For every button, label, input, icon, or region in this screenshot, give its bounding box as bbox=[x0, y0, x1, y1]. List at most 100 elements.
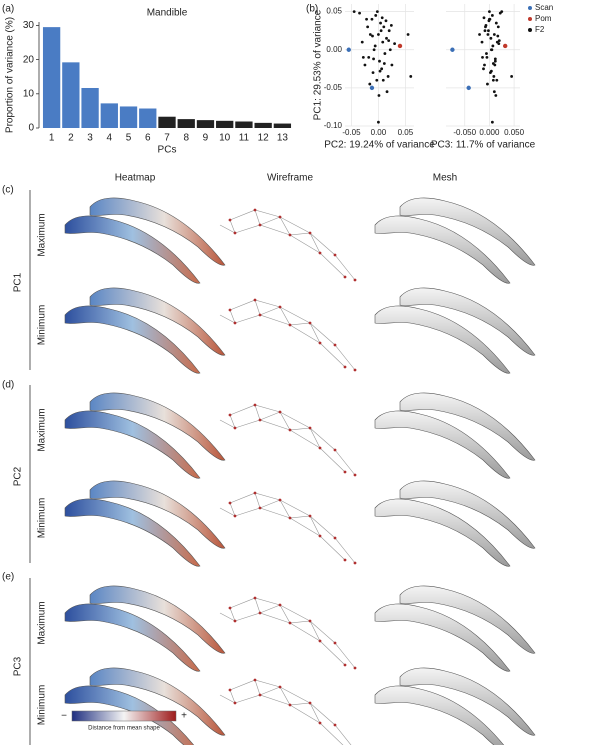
mesh-image bbox=[375, 393, 535, 478]
point bbox=[478, 33, 481, 36]
mesh-image bbox=[375, 288, 535, 373]
point bbox=[500, 10, 504, 14]
x-tick-label: 0.05 bbox=[398, 128, 414, 137]
wireframe-image bbox=[219, 208, 357, 282]
wireframe-image bbox=[219, 491, 357, 565]
point bbox=[487, 29, 490, 33]
mesh-image bbox=[375, 668, 535, 745]
x-tick-label: 9 bbox=[203, 133, 209, 144]
panel-label: (c) bbox=[2, 185, 14, 196]
point bbox=[346, 47, 351, 52]
point bbox=[491, 44, 495, 48]
point bbox=[497, 39, 501, 42]
column-header: Wireframe bbox=[267, 173, 314, 184]
color-bar-label: Distance from mean shape bbox=[88, 726, 160, 732]
point bbox=[373, 44, 377, 48]
point bbox=[406, 33, 410, 36]
point bbox=[483, 29, 487, 33]
point bbox=[482, 16, 486, 20]
pc-label: PC1 bbox=[13, 272, 24, 292]
legend-marker bbox=[528, 6, 532, 10]
point bbox=[372, 57, 375, 61]
point bbox=[384, 19, 388, 23]
point bbox=[485, 52, 488, 55]
point bbox=[490, 48, 494, 52]
row-label: Maximum bbox=[37, 213, 48, 256]
bar bbox=[216, 120, 234, 128]
x-axis-label: PCs bbox=[158, 145, 177, 156]
point bbox=[503, 43, 508, 49]
point bbox=[393, 42, 396, 46]
point bbox=[486, 33, 490, 36]
column-header: Mesh bbox=[433, 173, 457, 184]
x-tick-label: 2 bbox=[68, 133, 74, 144]
x-tick-label: 6 bbox=[145, 133, 151, 144]
point bbox=[389, 23, 393, 27]
x-tick-label: 11 bbox=[239, 133, 250, 144]
point bbox=[385, 36, 388, 40]
heatmap-image bbox=[65, 288, 225, 373]
point bbox=[409, 75, 413, 78]
y-tick-label: -0.05 bbox=[324, 83, 343, 92]
point bbox=[360, 40, 364, 44]
y-tick-label: -0.10 bbox=[324, 121, 343, 130]
mesh-image bbox=[375, 481, 535, 566]
y-tick-label: 20 bbox=[23, 54, 35, 65]
point bbox=[481, 55, 484, 59]
bar bbox=[235, 121, 253, 128]
panel-label: (d) bbox=[2, 380, 14, 391]
wireframe-image bbox=[219, 678, 357, 745]
point bbox=[510, 75, 514, 78]
x-axis-label: PC2: 19.24% of variance bbox=[324, 140, 435, 151]
y-tick-label: 10 bbox=[23, 88, 35, 99]
column-header: Heatmap bbox=[115, 173, 156, 184]
y-tick-label: 0 bbox=[28, 123, 34, 134]
x-tick-label: 0.050 bbox=[504, 128, 525, 137]
point bbox=[493, 57, 497, 61]
point bbox=[370, 17, 374, 21]
x-tick-label: -0.05 bbox=[342, 128, 361, 137]
bar bbox=[196, 120, 215, 128]
y-tick-label: 30 bbox=[23, 20, 35, 31]
row-label: Minimum bbox=[37, 685, 48, 726]
point bbox=[379, 21, 382, 25]
point bbox=[485, 55, 489, 59]
bar bbox=[81, 87, 99, 128]
pc-label: PC2 bbox=[13, 466, 24, 486]
heatmap-image bbox=[65, 198, 225, 283]
heatmap-image bbox=[65, 668, 225, 745]
point bbox=[378, 59, 381, 63]
row-label: Maximum bbox=[37, 601, 48, 644]
point bbox=[380, 67, 384, 71]
point bbox=[490, 14, 494, 17]
point bbox=[363, 63, 367, 67]
x-tick-label: 0.000 bbox=[479, 128, 500, 137]
point bbox=[397, 43, 403, 49]
bar bbox=[119, 106, 138, 128]
point bbox=[380, 16, 384, 20]
point bbox=[486, 82, 489, 86]
point bbox=[383, 52, 387, 55]
heatmap-image bbox=[65, 586, 225, 671]
row-label: Maximum bbox=[37, 408, 48, 451]
x-tick-label: 4 bbox=[107, 133, 113, 144]
point bbox=[381, 40, 385, 44]
x-tick-label: 7 bbox=[164, 133, 170, 144]
panel-label: (a) bbox=[2, 4, 14, 15]
x-tick-label: 13 bbox=[277, 133, 289, 144]
bar bbox=[62, 62, 80, 128]
point bbox=[375, 78, 379, 82]
wireframe-image bbox=[219, 596, 357, 670]
color-bar bbox=[71, 710, 177, 722]
point bbox=[365, 17, 368, 21]
point bbox=[382, 62, 386, 65]
heatmap-image bbox=[65, 481, 225, 566]
point bbox=[382, 25, 386, 29]
mesh-image bbox=[375, 586, 535, 671]
bar bbox=[158, 116, 176, 128]
point bbox=[494, 94, 498, 97]
color-bar-low: − bbox=[61, 711, 67, 722]
point bbox=[480, 40, 484, 44]
point bbox=[379, 29, 383, 33]
